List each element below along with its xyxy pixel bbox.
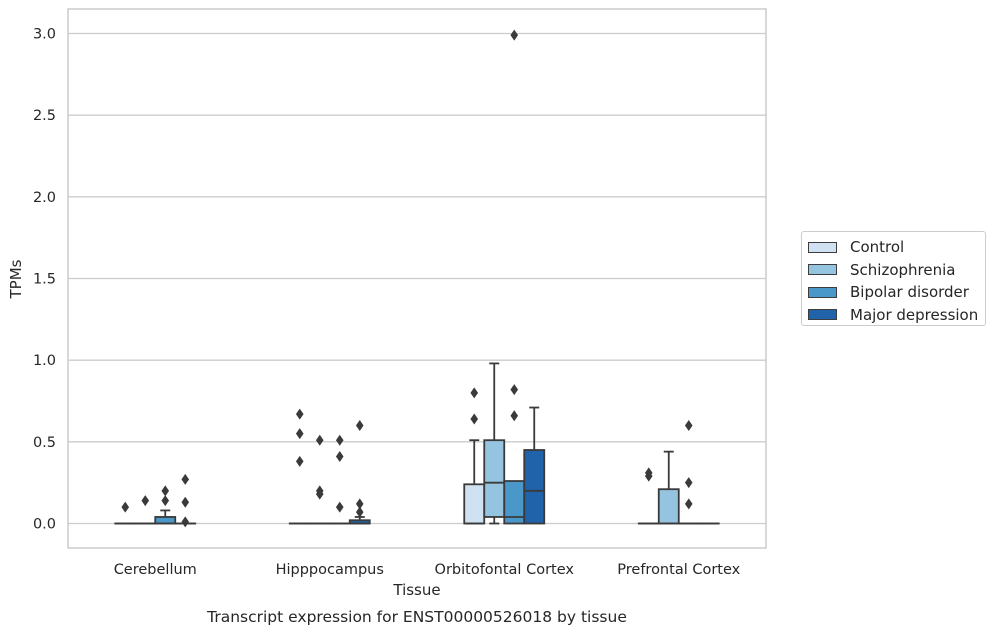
y-tick-labels: 0.0 0.5 1.0 1.5 2.0 2.5 3.0 xyxy=(33,27,56,533)
x-tick-label: Prefrontal Cortex xyxy=(617,562,740,578)
outlier-point xyxy=(161,485,170,497)
outlier-point xyxy=(181,473,190,485)
box-group xyxy=(114,501,137,525)
legend: Control Schizophrenia Bipolar disorder M… xyxy=(801,231,986,326)
outlier-point xyxy=(510,410,519,422)
x-tick-label: Orbitofontal Cortex xyxy=(435,562,575,578)
legend-label: Control xyxy=(850,238,905,257)
outlier-point xyxy=(295,455,304,467)
y-tick-label: 2.0 xyxy=(33,190,56,206)
series-schizophrenia xyxy=(134,362,680,525)
box xyxy=(483,439,506,518)
outlier-point xyxy=(335,501,344,513)
series-control xyxy=(114,387,660,525)
outlier-point xyxy=(181,516,190,528)
box-group xyxy=(348,420,371,525)
x-tick-label: Cerebellum xyxy=(114,562,197,578)
box-group xyxy=(328,434,351,525)
x-tick-label: Hipppocampus xyxy=(276,562,384,578)
legend-label: Schizophrenia xyxy=(850,260,956,279)
outlier-point xyxy=(470,413,479,425)
outlier-point xyxy=(295,408,304,420)
outlier-point xyxy=(510,384,519,396)
legend-swatch xyxy=(808,241,837,253)
outlier-point xyxy=(315,485,324,497)
outlier-point xyxy=(644,467,653,479)
box-group xyxy=(308,434,331,525)
series-bipolar-disorder xyxy=(154,29,700,525)
legend-swatch xyxy=(808,286,837,298)
x-tick-labels: Cerebellum Hipppocampus Orbitofontal Corte… xyxy=(114,562,741,578)
outlier-point xyxy=(295,428,304,440)
legend-item-control: Control xyxy=(808,236,985,259)
outlier-point xyxy=(684,498,693,510)
y-tick-label: 0.5 xyxy=(33,435,56,451)
outlier-point xyxy=(684,420,693,431)
outlier-point xyxy=(355,420,364,431)
outlier-point xyxy=(181,496,190,508)
y-tick-label: 0.0 xyxy=(33,517,56,533)
outlier-point xyxy=(315,434,324,446)
outlier-point xyxy=(510,29,519,41)
y-tick-label: 1.5 xyxy=(33,272,56,288)
outlier-point xyxy=(141,495,150,507)
outlier-point xyxy=(161,495,170,507)
legend-swatch xyxy=(808,309,837,321)
box-group xyxy=(134,495,157,525)
outlier-point xyxy=(121,501,130,513)
legend-item-major-depression: Major depression xyxy=(808,304,985,327)
series-major-depression xyxy=(174,406,720,528)
outlier-point xyxy=(335,434,344,446)
box-group xyxy=(288,408,311,525)
box-group xyxy=(657,450,680,525)
chart-caption: Transcript expression for ENST0000052601… xyxy=(206,608,627,626)
y-tick-label: 3.0 xyxy=(33,27,56,43)
box-group xyxy=(463,387,486,525)
legend-label: Bipolar disorder xyxy=(850,283,969,302)
outlier-point xyxy=(355,498,364,510)
box-group xyxy=(154,485,177,525)
y-tick-label: 1.0 xyxy=(33,353,56,369)
legend-item-bipolar-disorder: Bipolar disorder xyxy=(808,281,985,304)
outlier-point xyxy=(355,506,364,518)
grid-lines xyxy=(68,32,766,525)
legend-label: Major depression xyxy=(850,305,979,324)
box xyxy=(463,483,486,525)
outlier-point xyxy=(470,387,479,399)
outlier-point xyxy=(335,451,344,463)
box-group xyxy=(523,406,546,525)
box xyxy=(657,488,680,525)
y-axis-label: TPMs xyxy=(7,259,25,299)
box xyxy=(523,449,546,525)
box-group xyxy=(503,29,526,525)
box xyxy=(154,516,177,525)
y-tick-label: 2.5 xyxy=(33,108,56,124)
box-group xyxy=(483,362,506,525)
legend-swatch xyxy=(808,264,837,276)
outlier-point xyxy=(684,477,693,489)
box-group xyxy=(677,420,700,525)
box-group xyxy=(637,467,660,525)
plot-area-frame xyxy=(67,8,767,549)
box-group xyxy=(174,473,197,528)
x-axis-label: Tissue xyxy=(392,581,440,599)
legend-item-schizophrenia: Schizophrenia xyxy=(808,259,985,282)
box-series xyxy=(114,29,720,528)
